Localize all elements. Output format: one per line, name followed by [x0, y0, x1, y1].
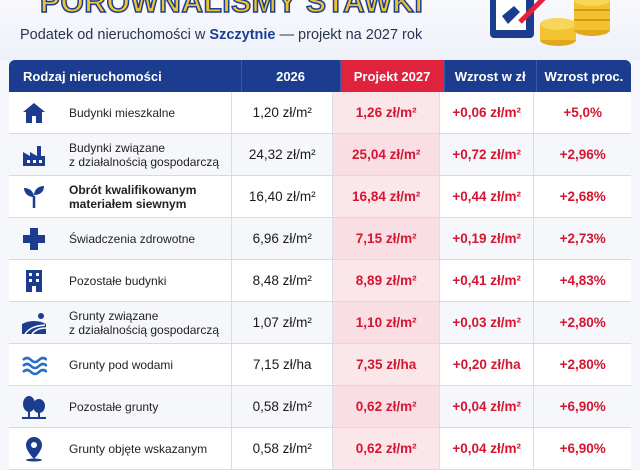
kind-label: Budynki mieszkalne	[69, 106, 175, 120]
table-row: Grunty pod wodami 7,15 zł/ha 7,35 zł/ha +0,…	[9, 344, 631, 386]
kind-label: Grunty objęte wskazanym	[69, 442, 207, 456]
kind-label: Pozostałe grunty	[69, 400, 158, 414]
cell-increase-percent: +2,96%	[534, 134, 631, 175]
table-header: Rodzaj nieruchomości 2026 Projekt 2027 W…	[9, 60, 631, 92]
cell-increase-percent: +4,83%	[534, 260, 631, 301]
water-waves-icon	[19, 350, 49, 380]
table-row: Budynki mieszkalne 1,20 zł/m² 1,26 zł/m² +0…	[9, 92, 631, 134]
trees-icon	[19, 392, 49, 422]
cell-kind: Pozostałe grunty	[9, 386, 232, 427]
cell-kind: Budynki mieszkalne	[9, 92, 232, 133]
tax-rates-table: Rodzaj nieruchomości 2026 Projekt 2027 W…	[9, 60, 631, 470]
kind-line-1: Grunty objęte wskazanym	[69, 441, 208, 456]
cell-kind: Pozostałe budynki	[9, 260, 232, 301]
cell-increase-percent: +2,80%	[534, 344, 631, 385]
table-row: Pozostałe grunty 0,58 zł/m² 0,62 zł/m² +0,0…	[9, 386, 631, 428]
table-row: Grunty związane z działalnością gospodarc…	[9, 302, 631, 344]
cell-rate-project-2027: 7,15 zł/m²	[333, 218, 440, 259]
cell-kind: Grunty pod wodami	[9, 344, 232, 385]
kind-label: Budynki związane z działalnością gospodar…	[69, 141, 219, 169]
cell-kind: Grunty związane z działalnością gospodarc…	[9, 302, 232, 343]
cell-rate-project-2027: 25,04 zł/m²	[333, 134, 440, 175]
office-building-icon	[19, 266, 49, 296]
cell-increase-pln: +0,44 zł/m²	[439, 176, 535, 217]
cell-rate-2026: 16,40 zł/m²	[231, 176, 334, 217]
page-subtitle: Podatek od nieruchomości w Szczytnie — p…	[20, 27, 422, 43]
house-icon	[19, 98, 49, 128]
kind-line-1: Pozostałe grunty	[69, 399, 159, 414]
cell-rate-project-2027: 0,62 zł/m²	[333, 428, 440, 469]
cell-kind: Budynki związane z działalnością gospodar…	[9, 134, 232, 175]
kind-label: Grunty pod wodami	[69, 358, 173, 372]
kind-line-1: Budynki mieszkalne	[69, 105, 176, 120]
kind-line-1: Grunty związane	[69, 308, 159, 323]
kind-line-1: Grunty pod wodami	[69, 357, 174, 372]
cell-rate-2026: 1,20 zł/m²	[231, 92, 334, 133]
cell-increase-percent: +2,80%	[534, 302, 631, 343]
cell-rate-project-2027: 7,35 zł/ha	[333, 344, 440, 385]
table-body: Budynki mieszkalne 1,20 zł/m² 1,26 zł/m² +0…	[9, 92, 631, 470]
kind-label: Pozostałe budynki	[69, 274, 166, 288]
kind-line-1: Świadczenia zdrowotne	[69, 231, 196, 246]
cell-increase-pln: +0,72 zł/m²	[439, 134, 535, 175]
cell-increase-percent: +2,73%	[534, 218, 631, 259]
cell-kind: Obrót kwalifikowanym materiałem siewnym	[9, 176, 232, 217]
cell-increase-pln: +0,04 zł/m²	[439, 428, 535, 469]
cell-increase-pln: +0,19 zł/m²	[439, 218, 535, 259]
kind-line-2: materiałem siewnym	[69, 196, 187, 211]
kind-line-2: z działalnością gospodarczą	[69, 154, 220, 169]
kind-line-1: Obrót kwalifikowanym	[69, 182, 197, 197]
cell-rate-2026: 6,96 zł/m²	[231, 218, 334, 259]
cell-rate-2026: 1,07 zł/m²	[231, 302, 334, 343]
seedling-icon	[19, 182, 49, 212]
cell-increase-percent: +2,68%	[534, 176, 631, 217]
kind-label: Świadczenia zdrowotne	[69, 232, 195, 246]
location-pin-icon	[19, 434, 49, 464]
table-row: Świadczenia zdrowotne 6,96 zł/m² 7,15 zł/m…	[9, 218, 631, 260]
page-title: PORÓWNALIŚMY STAWKI	[39, 0, 424, 20]
header-increase-percent: Wzrost proc.	[544, 68, 624, 84]
medical-cross-icon	[19, 224, 49, 254]
header-increase-pln: Wzrost w zł	[445, 60, 537, 92]
kind-line-1: Pozostałe budynki	[69, 273, 167, 288]
header-kind: Rodzaj nieruchomości	[9, 60, 242, 92]
table-row: Grunty objęte wskazanym 0,58 zł/m² 0,62 zł…	[9, 428, 631, 470]
header-project-2027: Projekt 2027	[340, 60, 445, 92]
cell-rate-2026: 8,48 zł/m²	[231, 260, 334, 301]
table-row: Pozostałe budynki 8,48 zł/m² 8,89 zł/m² +0,…	[9, 260, 631, 302]
kind-line-1: Budynki związane	[69, 140, 166, 155]
cell-rate-2026: 0,58 zł/m²	[231, 386, 334, 427]
subtitle-city: Szczytnie	[209, 27, 276, 43]
header-2026: 2026	[242, 60, 341, 92]
cell-increase-percent: +5,0%	[534, 92, 631, 133]
table-row: Budynki związane z działalnością gospodar…	[9, 134, 631, 176]
kind-label: Grunty związane z działalnością gospodarc…	[69, 309, 219, 337]
subtitle-suffix: — projekt na 2027 rok	[275, 27, 423, 43]
coins-and-document-icon	[490, 0, 610, 46]
kind-line-2: z działalnością gospodarczą	[69, 322, 220, 337]
cell-increase-pln: +0,06 zł/m²	[439, 92, 535, 133]
kind-label: Obrót kwalifikowanym materiałem siewnym	[69, 183, 196, 211]
cell-increase-pln: +0,20 zł/ha	[439, 344, 535, 385]
cell-rate-project-2027: 1,26 zł/m²	[333, 92, 440, 133]
cell-rate-2026: 24,32 zł/m²	[231, 134, 334, 175]
cell-kind: Świadczenia zdrowotne	[9, 218, 232, 259]
cell-rate-project-2027: 8,89 zł/m²	[333, 260, 440, 301]
farmland-icon	[19, 308, 49, 338]
cell-rate-project-2027: 16,84 zł/m²	[333, 176, 440, 217]
cell-increase-pln: +0,41 zł/m²	[439, 260, 535, 301]
factory-icon	[19, 140, 49, 170]
cell-increase-pln: +0,03 zł/m²	[439, 302, 535, 343]
cell-increase-percent: +6,90%	[534, 386, 631, 427]
cell-rate-2026: 0,58 zł/m²	[231, 428, 334, 469]
subtitle-prefix: Podatek od nieruchomości w	[20, 27, 210, 43]
cell-rate-project-2027: 1,10 zł/m²	[333, 302, 440, 343]
cell-increase-pln: +0,04 zł/m²	[439, 386, 535, 427]
cell-rate-2026: 7,15 zł/ha	[231, 344, 334, 385]
header: PORÓWNALIŚMY STAWKI Podatek od nieruchom…	[0, 0, 640, 60]
cell-kind: Grunty objęte wskazanym	[9, 428, 232, 469]
table-row: Obrót kwalifikowanym materiałem siewnym 16…	[9, 176, 631, 218]
cell-increase-percent: +6,90%	[534, 428, 631, 469]
cell-rate-project-2027: 0,62 zł/m²	[333, 386, 440, 427]
